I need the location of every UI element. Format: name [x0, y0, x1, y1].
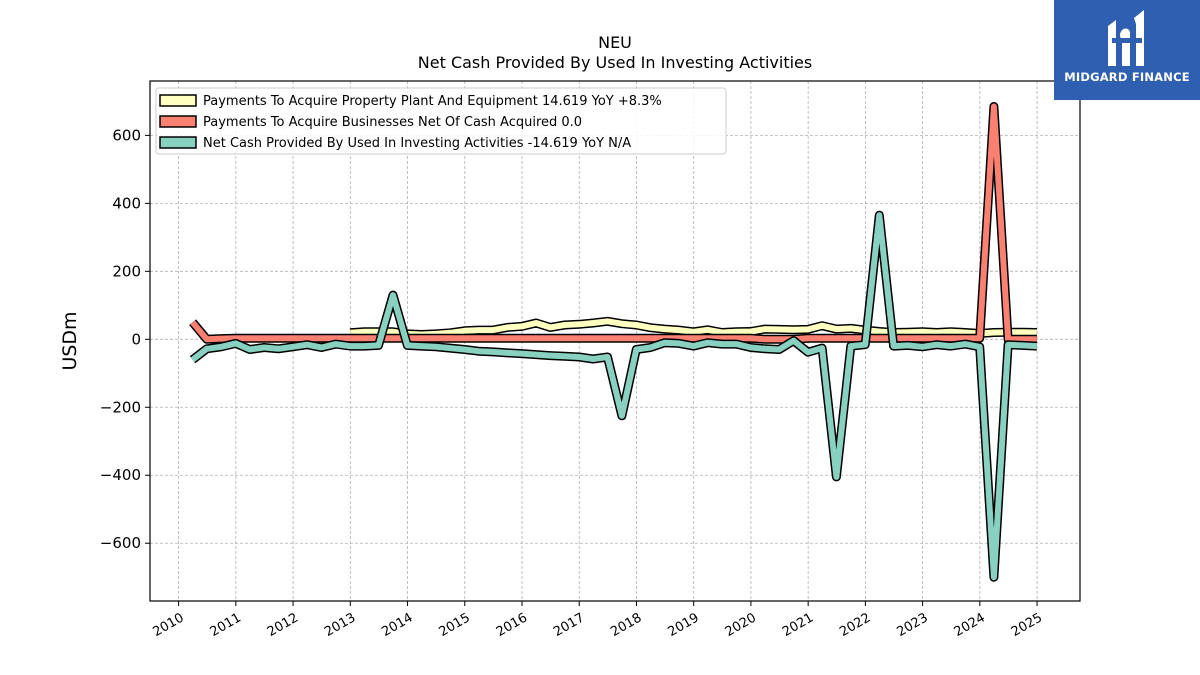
y-tick-label: 400 [112, 194, 141, 212]
series-line [190, 212, 1038, 581]
series-1 [349, 316, 1037, 339]
legend-box [155, 87, 727, 155]
legend-label: Payments To Acquire Property Plant And E… [203, 94, 662, 109]
legend-swatch [159, 136, 197, 149]
x-axis: 2010 2011 2012 2013 2014 2015 2016 2017 2018 2019… [150, 601, 1045, 640]
x-tick-label: 2010 [150, 610, 186, 640]
x-tick-label: 2019 [666, 610, 702, 640]
midgard-finance-logo: MIDGARD FINANCE [1054, 0, 1200, 100]
x-tick-label: 2021 [780, 610, 816, 640]
midgard-logo-icon [1108, 10, 1144, 66]
y-tick-label: −200 [100, 398, 141, 416]
y-tick-label: 0 [131, 330, 141, 348]
y-tick-label: 200 [112, 262, 141, 280]
x-tick-label: 2025 [1009, 610, 1045, 640]
x-tick-label: 2023 [894, 610, 930, 640]
y-axis-label: USDm [59, 311, 81, 370]
x-tick-label: 2018 [608, 610, 644, 640]
y-axis: 600 400 200 0 −200 −400 −600 [100, 126, 150, 552]
x-tick-label: 2013 [322, 610, 358, 640]
x-tick-label: 2011 [208, 610, 244, 640]
logo-text: MIDGARD FINANCE [1064, 70, 1190, 84]
legend-swatch [159, 115, 197, 128]
x-tick-label: 2014 [379, 610, 415, 640]
x-tick-label: 2012 [265, 610, 301, 640]
x-tick-label: 2016 [494, 610, 530, 640]
chart-subtitle: Net Cash Provided By Used In Investing A… [418, 53, 812, 72]
x-tick-label: 2015 [437, 610, 473, 640]
y-tick-label: −400 [100, 466, 141, 484]
y-tick-label: −600 [100, 534, 141, 552]
legend-label: Net Cash Provided By Used In Investing A… [203, 136, 631, 151]
legend-swatch [159, 94, 197, 107]
series-3 [189, 210, 1038, 582]
legend-label: Payments To Acquire Businesses Net Of Ca… [203, 115, 582, 130]
x-tick-label: 2020 [723, 610, 759, 640]
x-tick-label: 2022 [837, 610, 873, 640]
x-tick-label: 2017 [551, 610, 587, 640]
series-group [189, 102, 1038, 582]
legend: Payments To Acquire Property Plant And E… [155, 87, 727, 155]
x-tick-label: 2024 [952, 610, 988, 640]
chart-title: NEU [598, 33, 632, 52]
y-tick-label: 600 [112, 126, 141, 144]
series-line [349, 318, 1037, 338]
plot-frame [149, 80, 1081, 602]
